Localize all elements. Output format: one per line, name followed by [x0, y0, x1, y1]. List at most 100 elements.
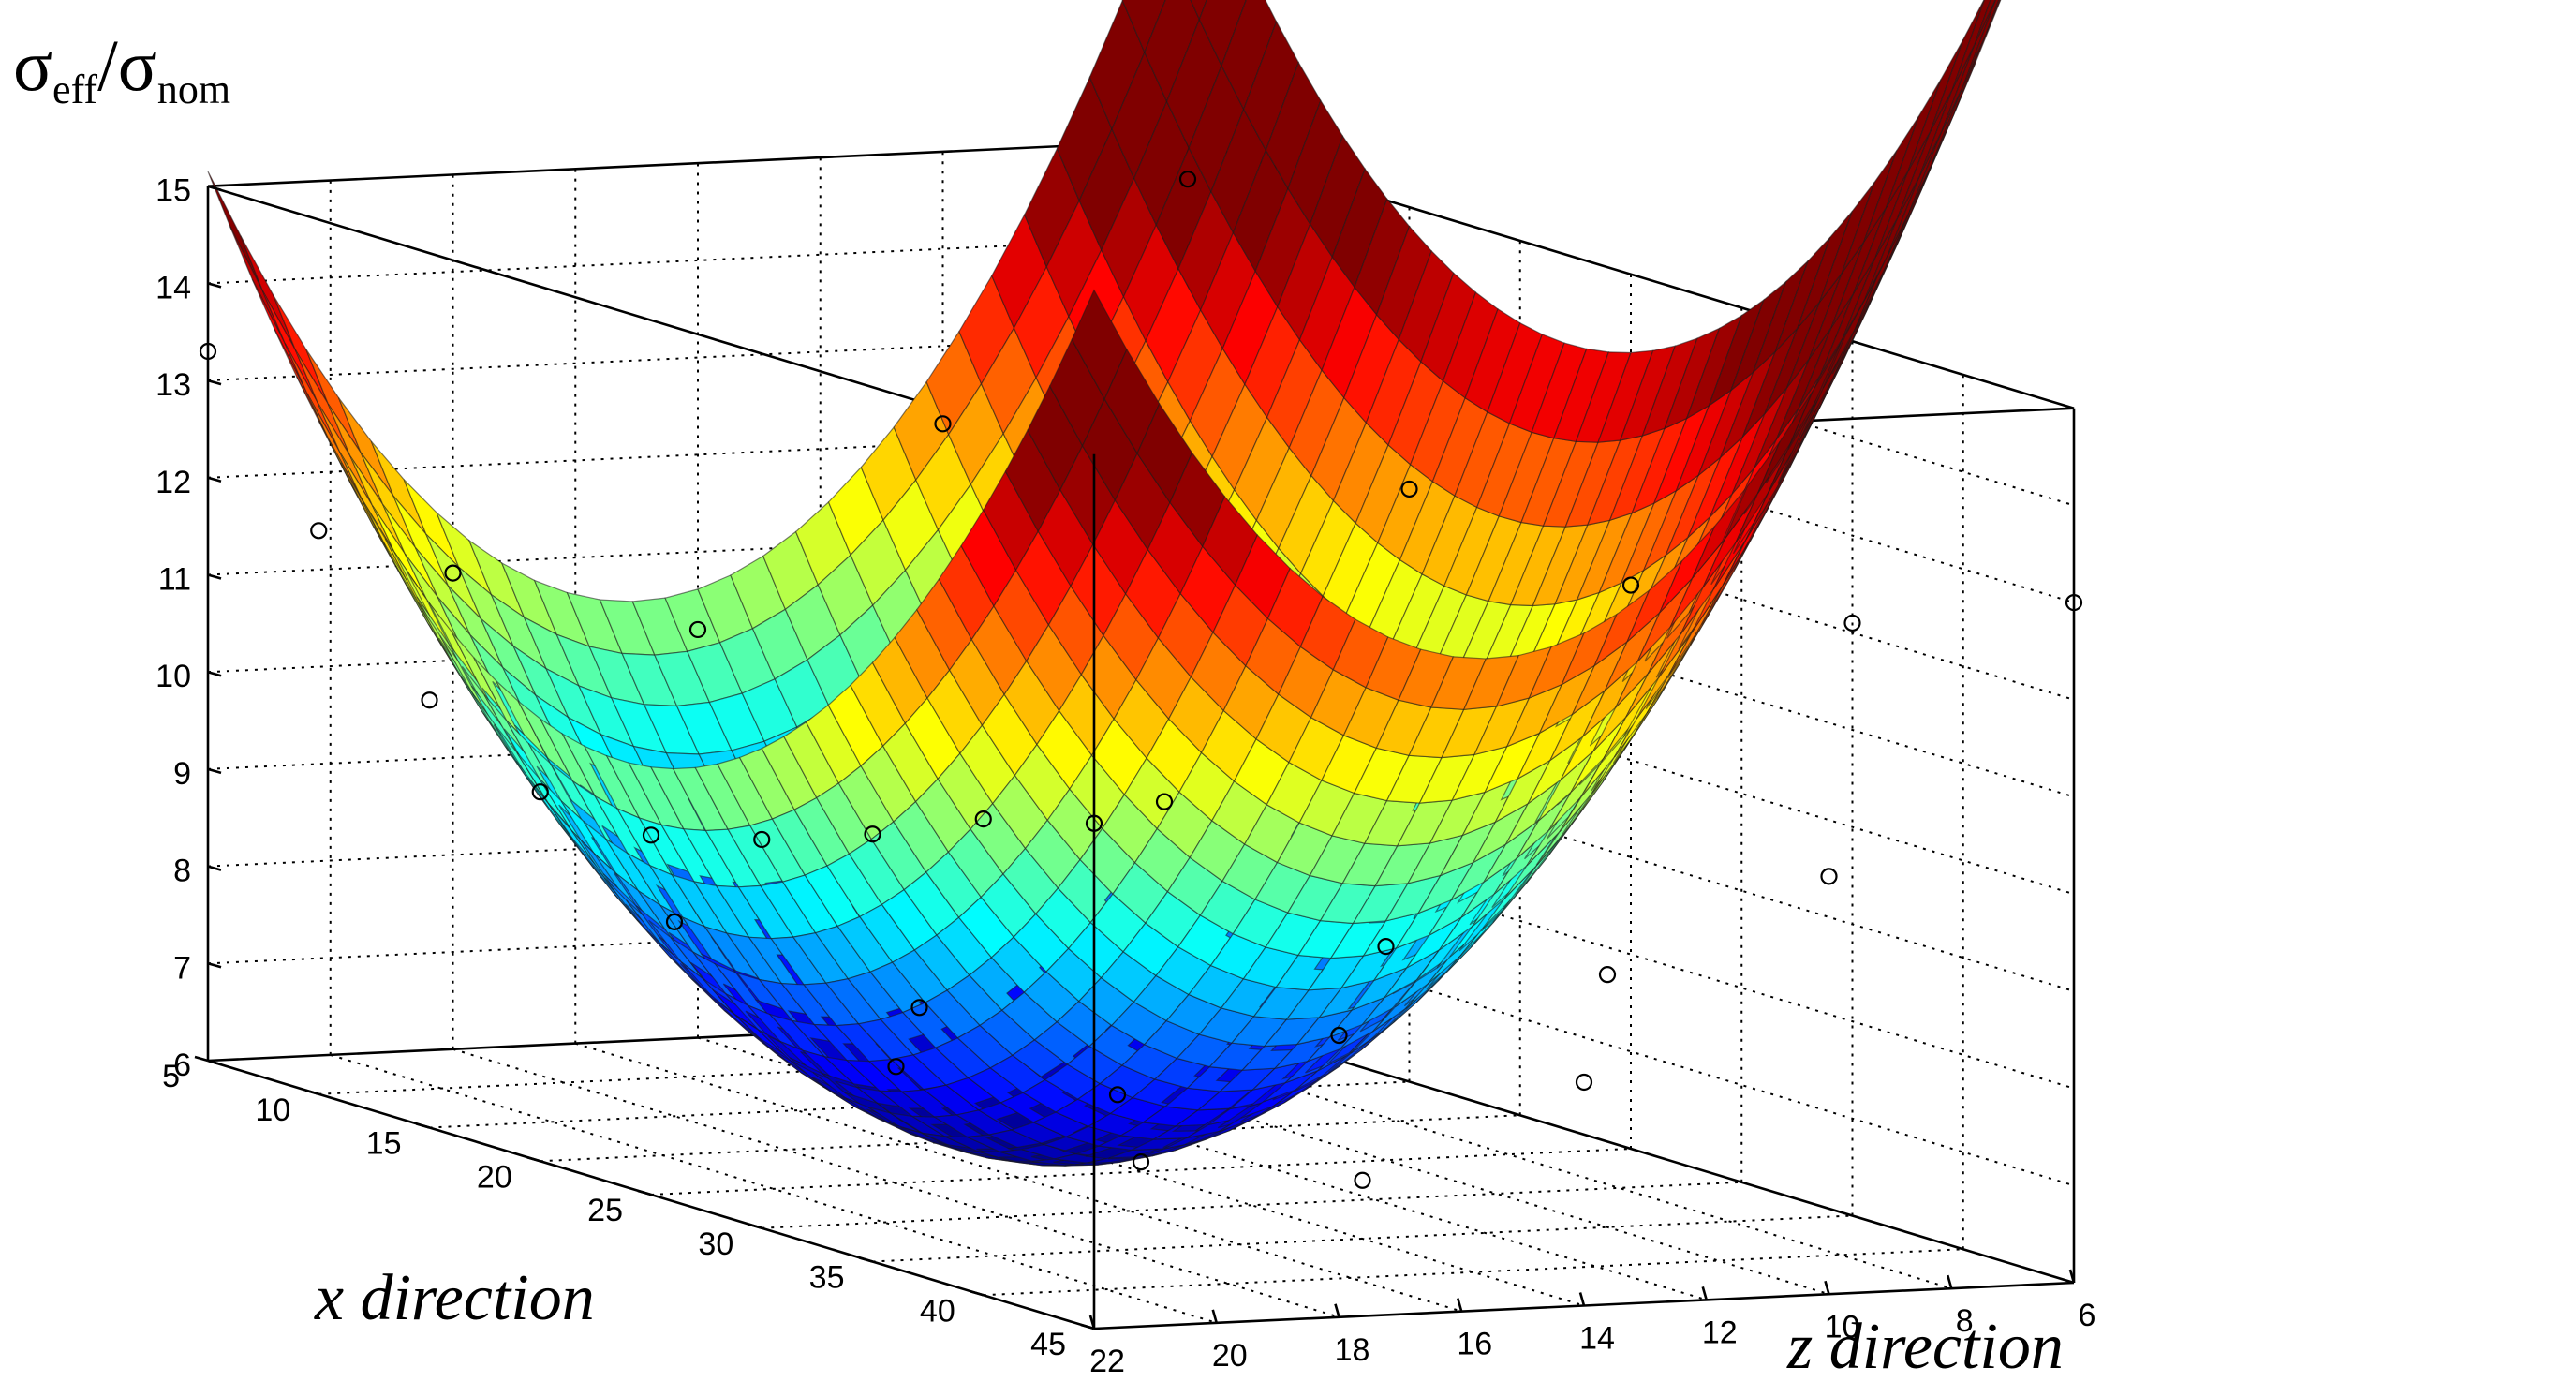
v-tick-mark — [207, 767, 222, 775]
surface-patches — [207, 0, 2002, 1167]
x-tick-mark — [970, 1290, 985, 1297]
v-tick-label: 8 — [173, 854, 191, 889]
z-tick-mark — [2068, 1269, 2076, 1284]
v-tick-mark — [207, 865, 222, 871]
x-tick-label: 10 — [255, 1092, 290, 1128]
data-point-marker — [1598, 966, 1617, 984]
data-point-marker — [642, 826, 660, 844]
v-tick-mark — [207, 670, 222, 677]
x-tick-mark — [416, 1122, 430, 1129]
data-point-marker — [1820, 868, 1838, 885]
x-tick-mark — [859, 1256, 873, 1263]
z-tick-mark — [1578, 1292, 1586, 1306]
data-point-marker — [688, 620, 707, 639]
z-axis-title: σeff/σnom — [13, 24, 230, 112]
v-tick-label: 13 — [155, 367, 191, 403]
data-point-marker — [531, 783, 549, 801]
x-tick-mark — [1080, 1323, 1095, 1330]
z-tick-label: 6 — [2079, 1298, 2096, 1333]
surface-patch — [1974, 0, 1996, 45]
z-tick-mark — [1947, 1274, 1953, 1289]
z-tick-mark — [1457, 1298, 1463, 1312]
z-tick-label: 16 — [1457, 1327, 1492, 1362]
x-tick-mark — [526, 1156, 541, 1163]
data-point-marker — [1377, 938, 1395, 956]
v-tick-label: 12 — [155, 465, 191, 500]
v-tick-mark — [207, 573, 222, 580]
data-point-marker — [665, 913, 684, 930]
z-tick-label: 10 — [1825, 1309, 1860, 1345]
data-point-marker — [444, 564, 462, 582]
z-tick-label: 22 — [1089, 1344, 1125, 1379]
x-tick-label: 15 — [366, 1126, 402, 1162]
x-tick-label: 45 — [1030, 1327, 1066, 1362]
grid-line-floor-x — [872, 1214, 1853, 1263]
x-tick-label: 35 — [809, 1260, 845, 1296]
x-tick-label: 25 — [587, 1193, 623, 1228]
z-tick-mark — [1824, 1280, 1830, 1295]
z-tick-mark — [1088, 1315, 1096, 1330]
data-point-marker — [199, 342, 217, 361]
data-point-marker — [753, 830, 771, 849]
data-point-marker — [1155, 793, 1174, 810]
data-point-marker — [310, 522, 328, 540]
data-point-marker — [1400, 480, 1418, 498]
x-tick-mark — [304, 1089, 319, 1095]
v-tick-mark — [207, 962, 222, 969]
v-tick-label: 11 — [158, 562, 191, 598]
grid-line-floor-x — [650, 1148, 1632, 1196]
y-axis-title: z direction — [1786, 1311, 2064, 1383]
x-axis-title: x direction — [314, 1262, 595, 1334]
v-tick-label: 7 — [173, 950, 191, 986]
surface-patch — [1986, 0, 2002, 34]
data-point-marker — [974, 810, 992, 828]
surface-patch — [1953, 0, 2002, 115]
data-point-marker — [1354, 1171, 1371, 1189]
data-point-marker — [1178, 171, 1197, 188]
data-point-marker — [1621, 576, 1640, 594]
x-tick-label: 30 — [698, 1226, 733, 1262]
surface-patch — [261, 290, 318, 403]
z-tick-label: 20 — [1212, 1338, 1248, 1374]
z-tick-mark — [1211, 1309, 1218, 1324]
surface-patch — [240, 235, 296, 350]
x-tick-label: 5 — [162, 1059, 180, 1094]
v-tick-label: 14 — [155, 270, 191, 305]
x-tick-label: 20 — [477, 1159, 512, 1195]
data-point-marker — [421, 691, 438, 709]
x-tick-mark — [748, 1223, 762, 1229]
data-point-marker — [1575, 1073, 1593, 1092]
grid-line-floor-x — [983, 1248, 1963, 1297]
data-point-marker — [1330, 1026, 1348, 1045]
x-tick-mark — [194, 1055, 209, 1063]
surface-patch — [229, 226, 286, 344]
data-point-marker — [1132, 1153, 1150, 1171]
v-tick-mark — [207, 379, 222, 386]
data-point-marker — [887, 1058, 905, 1076]
box-edge-top-back-left — [207, 139, 1189, 187]
v-tick-label: 6 — [173, 1048, 191, 1083]
grid-line-floor-x — [762, 1181, 1742, 1229]
v-tick-label: 15 — [155, 173, 191, 209]
data-point-marker — [1843, 614, 1861, 632]
grid-line-floor-x — [540, 1114, 1520, 1163]
v-tick-mark — [207, 1059, 222, 1066]
z-tick-label: 14 — [1579, 1321, 1615, 1357]
data-point-marker — [934, 415, 952, 433]
v-tick-mark — [207, 185, 222, 191]
z-tick-mark — [1334, 1303, 1340, 1318]
x-tick-mark — [637, 1189, 652, 1196]
v-tick-label: 9 — [173, 756, 191, 792]
data-point-marker — [1108, 1086, 1127, 1104]
z-tick-label: 18 — [1335, 1332, 1370, 1368]
data-point-marker — [864, 825, 881, 843]
data-point-marker — [910, 999, 928, 1017]
x-tick-label: 40 — [920, 1293, 955, 1329]
data-points — [199, 171, 2083, 1189]
surface-patch — [273, 294, 329, 405]
tick-labels: 6 7 8 9 10 11 12 13 14 15 5 10 15 20 25 30 35 40 45 22 20 18 1… — [155, 173, 2095, 1379]
v-tick-mark — [207, 282, 222, 289]
z-tick-label: 12 — [1702, 1315, 1738, 1350]
